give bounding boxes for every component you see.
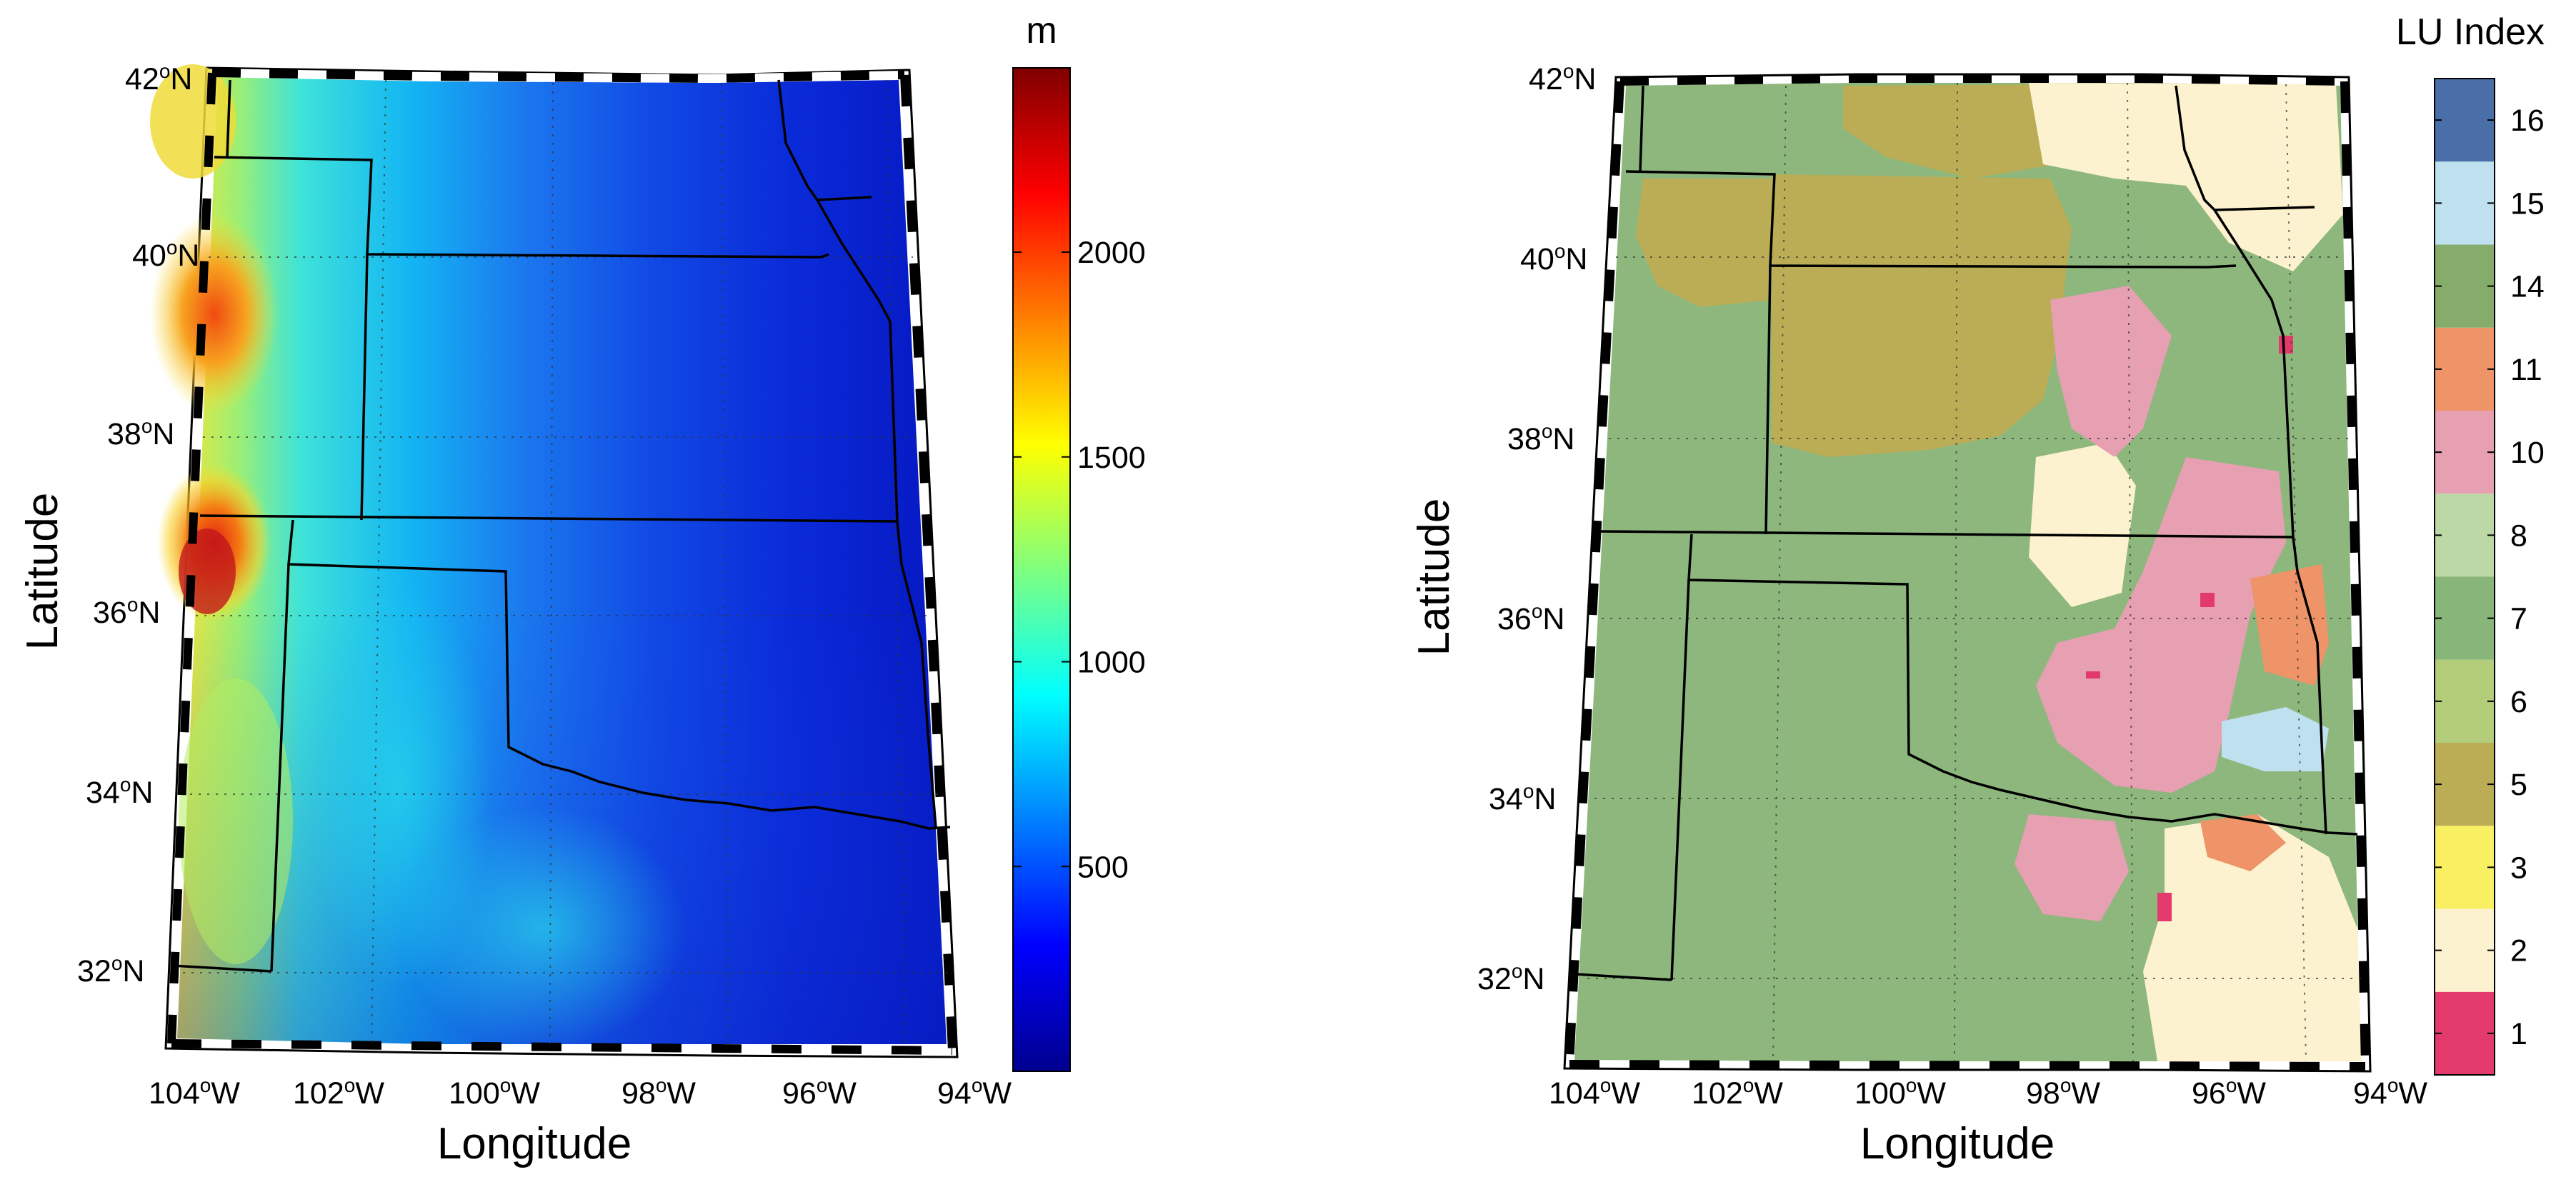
landuse-patch-forest	[2250, 564, 2329, 686]
landuse-colorbar-tick-label: 2	[2510, 934, 2527, 968]
lat-tick-40-r: 40oN	[1520, 240, 1587, 276]
landuse-colorbar-swatch	[2435, 659, 2495, 743]
left-elevation-map	[150, 64, 959, 1058]
landuse-colorbar-swatch	[2435, 743, 2495, 826]
landuse-patch-water	[2222, 707, 2329, 771]
left-xlabel: Longitude	[437, 1119, 631, 1168]
landuse-colorbar-swatch	[2435, 908, 2495, 992]
lon-tick-104: 104oW	[149, 1074, 240, 1111]
landuse-colorbar-swatch	[2435, 576, 2495, 660]
landuse-colorbar-swatch	[2435, 244, 2495, 328]
landuse-colorbar-tick-label: 7	[2510, 602, 2527, 636]
landuse-colorbar-tick-label: 8	[2510, 519, 2527, 553]
elevation-colorbar-title: m	[1026, 10, 1057, 51]
landuse-colorbar-swatch	[2435, 327, 2495, 411]
lon-tick-94: 94oW	[937, 1074, 1012, 1111]
left-lat-ticks: 42oN 40oN 38oN 36oN 34oN 32oN	[77, 60, 199, 988]
lat-tick-42: 42oN	[125, 60, 192, 96]
landuse-colorbar-tick-label: 16	[2510, 104, 2545, 138]
landuse-colorbar-frame	[2434, 78, 2495, 1076]
lat-tick-36: 36oN	[93, 593, 160, 630]
landuse-colorbar-tick-label: 6	[2510, 685, 2527, 719]
landuse-patch-cropland	[2029, 83, 2343, 271]
landuse-patch-urban	[2086, 671, 2100, 678]
landuse-patch-urban	[2200, 593, 2215, 607]
lon-tick-94-r: 94oW	[2353, 1074, 2427, 1111]
landuse-patch-cropland	[2143, 814, 2362, 1061]
left-lon-ticks: 104oW 102oW 100oW 98oW 96oW 94oW	[149, 1074, 1012, 1111]
landuse-patch-savanna	[2050, 286, 2172, 457]
landuse-patch-urban	[2157, 893, 2172, 921]
landuse-colorbar-tick-label: 14	[2510, 270, 2545, 304]
landuse-colorbar-swatch	[2435, 991, 2495, 1075]
landuse-colorbar-swatch	[2435, 411, 2495, 494]
right-xlabel: Longitude	[1860, 1119, 2055, 1168]
lat-tick-32: 32oN	[77, 952, 144, 988]
lat-tick-32-r: 32oN	[1477, 960, 1544, 996]
lon-tick-98-r: 98oW	[2026, 1074, 2100, 1111]
lat-tick-42-r: 42oN	[1529, 60, 1596, 96]
landuse-patch-cropland	[2029, 443, 2136, 607]
left-ylabel: Latitude	[18, 493, 67, 651]
right-lat-ticks: 42oN 40oN 38oN 36oN 34oN 32oN	[1477, 60, 1596, 996]
landuse-colorbar-swatch	[2435, 161, 2495, 245]
elevation-colorbar-tick-label: 2000	[1077, 236, 1146, 270]
right-landuse-map	[1563, 73, 2372, 1073]
landuse-colorbar-swatch	[2435, 79, 2495, 162]
landuse-colorbar-tick-label: 5	[2510, 768, 2527, 802]
lat-tick-40: 40oN	[132, 236, 199, 273]
elevation-colorbar-tick-label: 1500	[1077, 441, 1146, 475]
lon-tick-96: 96oW	[782, 1074, 857, 1111]
lon-tick-102: 102oW	[293, 1074, 384, 1111]
landuse-patch-savanna	[2036, 457, 2286, 793]
landuse-patches	[1636, 83, 2362, 1061]
landuse-colorbar-tick-label: 3	[2510, 851, 2527, 885]
landuse-patch-dryland	[1772, 174, 2072, 457]
landuse-colorbar-tick-label: 10	[2510, 436, 2545, 470]
landuse-patch-forest	[2200, 814, 2286, 871]
lat-tick-34-r: 34oN	[1489, 780, 1556, 816]
landuse-colorbar-tick-label: 15	[2510, 186, 2545, 221]
landuse-colorbar-tick-label: 11	[2510, 353, 2542, 387]
landuse-colorbar: LU Index 1 2 3 5 6 7 8 10 11 14 15 16	[2396, 11, 2545, 1076]
lat-tick-34: 34oN	[86, 773, 153, 810]
lon-tick-102-r: 102oW	[1692, 1074, 1783, 1111]
landuse-colorbar-tick-label: 1	[2510, 1017, 2527, 1051]
lat-tick-36-r: 36oN	[1497, 600, 1564, 636]
elevation-colorbar: m 500 1000 1500 2000	[1012, 10, 1146, 1072]
landuse-colorbar-swatch	[2435, 826, 2495, 909]
elevation-colorbar-tick-label: 500	[1077, 850, 1129, 884]
landuse-patch-dryland	[1636, 179, 1772, 307]
lon-tick-96-r: 96oW	[2192, 1074, 2266, 1111]
lon-tick-100: 100oW	[449, 1074, 540, 1111]
lat-tick-38: 38oN	[107, 415, 174, 451]
lon-tick-98: 98oW	[621, 1074, 696, 1111]
lon-tick-104-r: 104oW	[1549, 1074, 1640, 1111]
right-ylabel: Latitude	[1409, 499, 1459, 656]
landuse-colorbar-title: LU Index	[2396, 11, 2545, 53]
elevation-colorbar-tick-label: 1000	[1077, 646, 1146, 680]
landuse-patch-savanna	[2015, 814, 2129, 921]
right-lon-ticks: 104oW 102oW 100oW 98oW 96oW 94oW	[1549, 1074, 2427, 1111]
lat-tick-38-r: 38oN	[1507, 420, 1574, 456]
landuse-patch-dryland	[1843, 84, 2072, 179]
lon-tick-100-r: 100oW	[1854, 1074, 1946, 1111]
landuse-colorbar-swatch	[2435, 494, 2495, 577]
